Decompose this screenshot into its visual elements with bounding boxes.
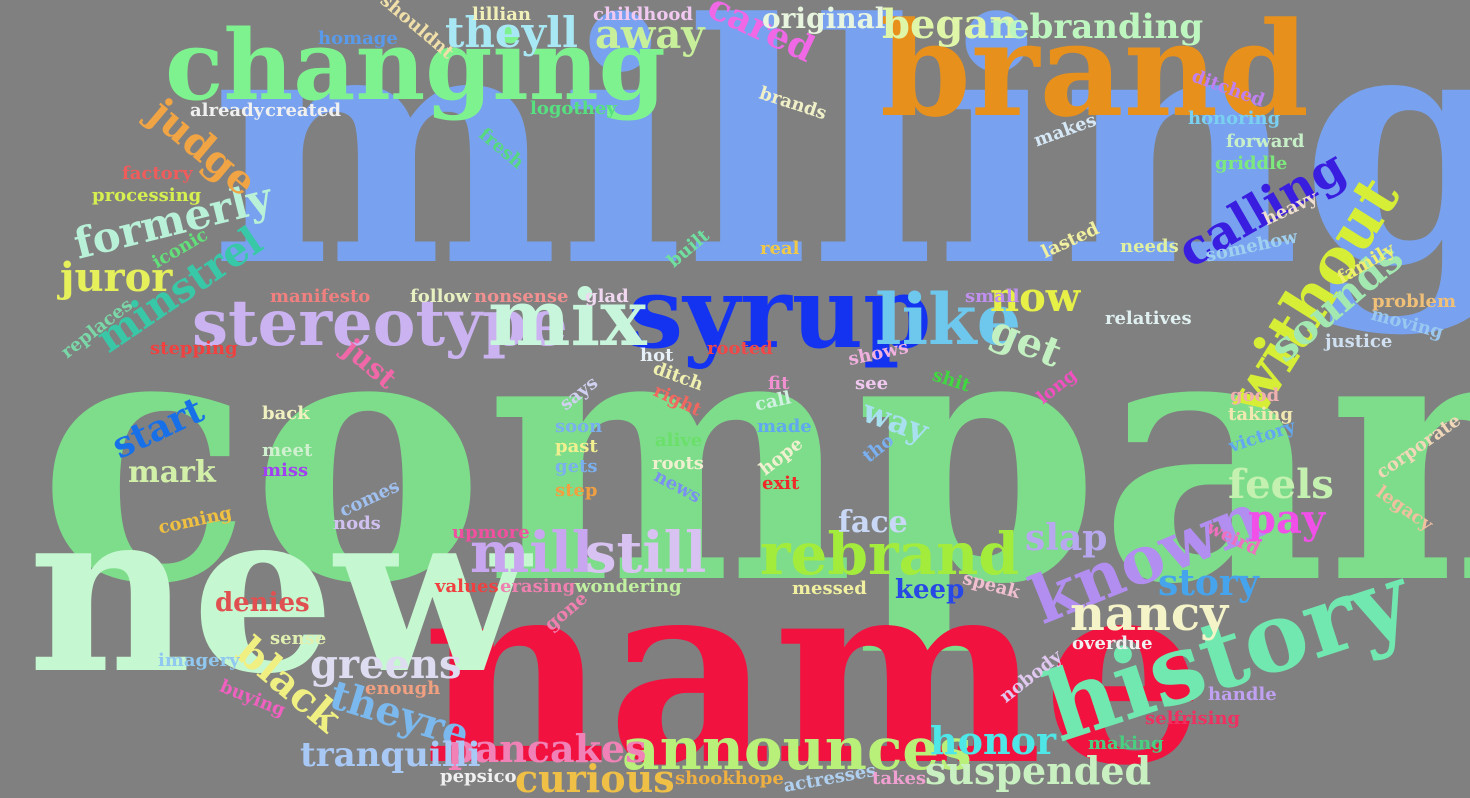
word-good: good xyxy=(1230,385,1280,406)
word-honoring: honoring xyxy=(1188,108,1281,129)
word-began: began xyxy=(882,1,1019,48)
word-shookhope: shookhope xyxy=(675,768,784,789)
word-forward: forward xyxy=(1226,131,1305,152)
word-small: small xyxy=(965,286,1020,307)
word-nods: nods xyxy=(333,513,381,534)
word-nancy: nancy xyxy=(1070,586,1229,642)
word-see: see xyxy=(855,373,889,394)
word-selfrising: selfrising xyxy=(1145,708,1241,729)
word-values: values xyxy=(435,576,499,597)
word-already: already xyxy=(190,100,265,121)
word-feels: feels xyxy=(1228,461,1334,508)
word-pancakes: pancakes xyxy=(448,726,647,771)
word-enough: enough xyxy=(365,678,441,699)
word-mark: mark xyxy=(128,455,216,490)
word-suspended: suspended xyxy=(925,748,1152,793)
word-needs: needs xyxy=(1120,236,1179,257)
word-honor: honor xyxy=(930,718,1056,763)
word-messed: messed xyxy=(792,578,867,599)
word-relatives: relatives xyxy=(1105,308,1192,329)
word-problem: problem xyxy=(1372,291,1456,312)
word-tranquilli: tranquilli xyxy=(300,735,481,775)
word-hot: hot xyxy=(640,345,674,366)
word-miss: miss xyxy=(262,460,309,481)
word-follow: follow xyxy=(410,286,471,307)
word-rebrand: rebrand xyxy=(760,520,1019,588)
word-syrup: syrup xyxy=(628,256,932,371)
word-imagery: imagery xyxy=(158,650,240,671)
word-nonsense: nonsense xyxy=(474,286,569,307)
word-taking: taking xyxy=(1228,404,1293,425)
word-exit: exit xyxy=(762,473,800,494)
word-rooted: rooted xyxy=(707,338,773,359)
word-pay: pay xyxy=(1248,496,1326,543)
word-step: step xyxy=(555,480,598,501)
word-made: made xyxy=(757,416,812,437)
word-real: real xyxy=(760,238,800,259)
word-announces: announces xyxy=(622,715,972,783)
word-childhood: childhood xyxy=(593,4,693,25)
word-manifesto: manifesto xyxy=(270,286,371,307)
word-upmore: upmore xyxy=(452,522,530,543)
word-past: past xyxy=(555,436,598,457)
word-pepsico: pepsico xyxy=(440,766,517,787)
word-like: like xyxy=(875,278,1022,361)
word-original: original xyxy=(762,2,886,35)
word-story: story xyxy=(1158,562,1259,604)
word-still: still xyxy=(585,520,707,586)
word-erasing: erasing xyxy=(500,576,576,597)
word-denies: denies xyxy=(215,588,310,618)
word-name: name xyxy=(422,523,1205,798)
word-handle: handle xyxy=(1208,684,1277,705)
word-slap: slap xyxy=(1025,517,1108,559)
word-brand: brand xyxy=(880,0,1310,146)
word-mill: mill xyxy=(470,520,594,586)
word-stepping: stepping xyxy=(150,338,238,359)
word-factory: factory xyxy=(122,163,193,184)
word-keep: keep xyxy=(895,575,965,605)
word-changing: changing xyxy=(165,9,666,122)
word-new: new xyxy=(28,460,529,724)
word-stereotype: stereotype xyxy=(192,286,568,361)
word-takes: takes xyxy=(872,768,927,789)
word-soon: soon xyxy=(555,416,603,437)
word-away: away xyxy=(595,11,705,58)
word-alive: alive xyxy=(655,430,703,451)
word-lillian: lillian xyxy=(472,4,531,25)
word-created: created xyxy=(265,100,341,121)
word-face: face xyxy=(838,505,908,540)
word-sense: sense xyxy=(270,628,327,649)
word-back: back xyxy=(262,403,310,424)
word-milling: milling xyxy=(210,0,1470,339)
word-meet: meet xyxy=(262,440,313,461)
word-now: now xyxy=(990,274,1081,321)
word-mix: mix xyxy=(488,273,647,364)
word-theyll: theyll xyxy=(445,8,578,57)
word-gets: gets xyxy=(555,456,598,477)
word-rebranding: rebranding xyxy=(990,7,1204,47)
word-company: company xyxy=(38,249,1470,661)
word-juror: juror xyxy=(60,254,173,301)
word-greens: greens xyxy=(310,641,462,688)
word-making: making xyxy=(1088,733,1164,754)
word-processing: processing xyxy=(92,185,202,206)
word-griddle: griddle xyxy=(1215,153,1288,174)
word-homage: homage xyxy=(318,28,398,49)
word-justice: justice xyxy=(1325,331,1393,352)
word-roots: roots xyxy=(652,453,704,474)
word-fit: fit xyxy=(768,373,790,394)
word-overdue: overdue xyxy=(1072,633,1153,654)
word-wondering: wondering xyxy=(575,576,682,597)
word-curious: curious xyxy=(515,756,675,798)
word-glad: glad xyxy=(585,286,629,307)
word-logothey: logothey xyxy=(530,98,617,119)
